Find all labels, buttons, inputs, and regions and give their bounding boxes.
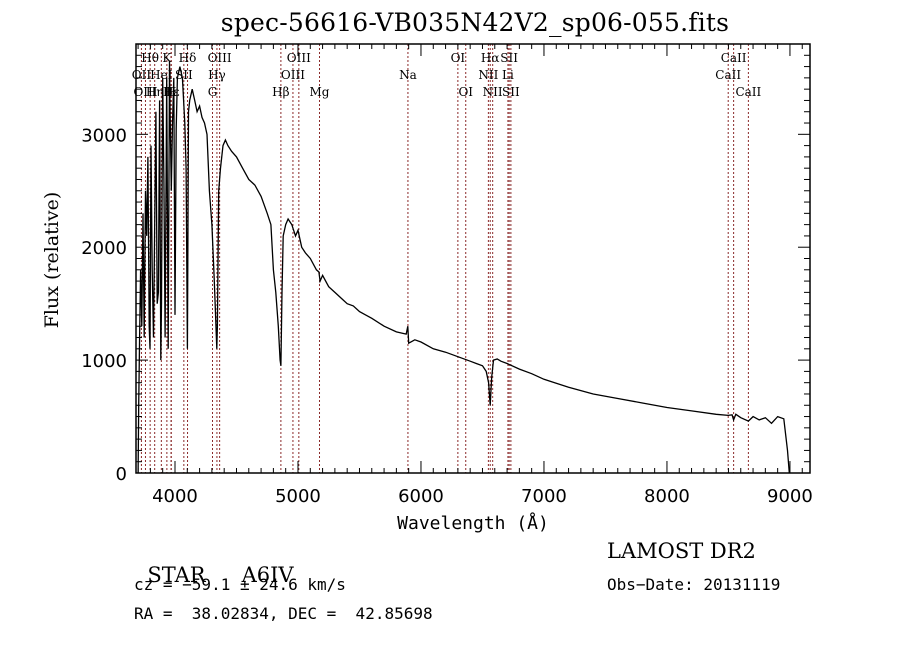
annotation-label: CaII	[715, 68, 741, 82]
annotation-label: Hγ	[208, 68, 226, 82]
redshift-velocity: cz = −59.1 ± 24.6 km/s	[134, 575, 346, 594]
x-tick-label: 8000	[644, 486, 690, 507]
object-subclass: A6IV	[241, 563, 294, 587]
annotation-label: OII	[132, 68, 152, 82]
annotation-label: OIII	[208, 51, 232, 65]
annotation-label: Na	[399, 68, 417, 82]
annotation-label: SII	[500, 51, 518, 65]
x-tick-label: 4000	[152, 486, 198, 507]
y-tick-label: 3000	[81, 125, 127, 146]
annotation-label: Hδ	[179, 51, 197, 65]
annotation-label: OI	[458, 85, 473, 99]
annotation-label: CaII	[735, 85, 761, 99]
annotation-label: Hη	[146, 85, 164, 99]
x-tick-label: 7000	[521, 486, 567, 507]
coordinates: RA = 38.02834, DEC = 42.85698	[134, 604, 433, 623]
annotation-label: K	[162, 51, 172, 65]
annotation-label: Mg	[310, 85, 330, 99]
survey-name: LAMOST DR2	[607, 539, 756, 563]
annotation-label: SII	[502, 85, 520, 99]
chart-title: spec-56616-VB035N42V2_sp06-055.fits	[220, 8, 730, 37]
annotation-label: Li	[502, 68, 514, 82]
annotation-label: NII	[483, 85, 503, 99]
y-axis-label: Flux (relative)	[41, 192, 63, 329]
y-tick-label: 0	[116, 464, 127, 485]
object-class: STAR	[147, 563, 206, 587]
annotation-label: H	[166, 85, 176, 99]
x-axis-label: Wavelength (Å)	[397, 512, 549, 534]
y-axis-ticks: 0 1000 2000 3000	[81, 43, 810, 485]
annotation-lines	[140, 44, 749, 473]
x-tick-label: 5000	[275, 486, 321, 507]
y-tick-label: 2000	[81, 238, 127, 259]
x-tick-label: 6000	[398, 486, 444, 507]
annotation-label: OIII	[133, 85, 157, 99]
annotation-label: SII	[175, 68, 193, 82]
annotation-label: CaII	[721, 51, 747, 65]
annotation-label: NII	[478, 68, 498, 82]
x-axis-ticks: 4000 5000 6000 7000 8000 9000	[137, 44, 813, 507]
spectrum-line	[137, 60, 790, 474]
x-tick-label: 9000	[767, 486, 813, 507]
annotation-label: Hβ	[272, 85, 289, 99]
plot-frame	[135, 43, 811, 474]
annotation-label: Hα	[481, 51, 500, 65]
annotation-label: OI	[451, 51, 466, 65]
annotation-label: OIII	[287, 51, 311, 65]
observation-date: Obs−Date: 20131119	[607, 575, 781, 594]
annotation-label: OIII	[281, 68, 305, 82]
annotation-label: G	[208, 85, 218, 99]
y-tick-label: 1000	[81, 351, 127, 372]
annotation-label: Hθ	[141, 51, 159, 65]
